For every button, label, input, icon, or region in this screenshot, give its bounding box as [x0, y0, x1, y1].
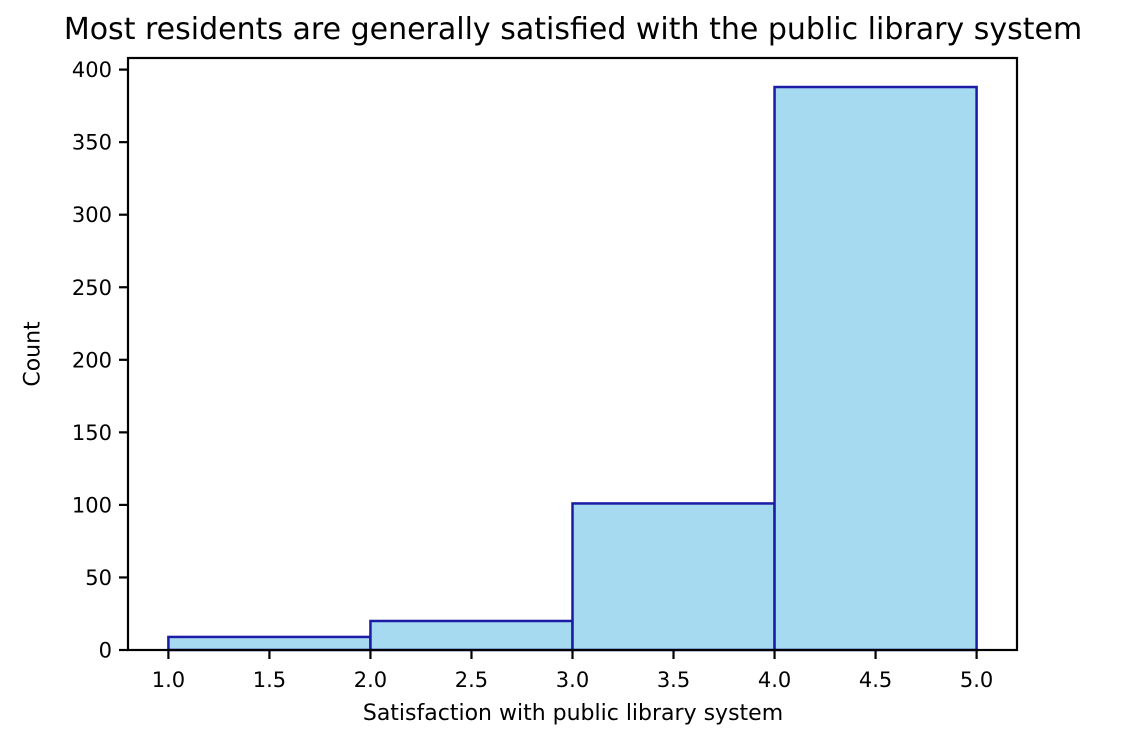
y-tick-label: 200: [72, 348, 112, 372]
histogram-bar-1: [167, 635, 372, 652]
x-tick-label: 2.0: [354, 668, 387, 692]
x-tick-label: 5.0: [960, 668, 993, 692]
x-tick-label: 3.5: [657, 668, 690, 692]
x-tick-label: 3.0: [556, 668, 589, 692]
histogram-bar-4: [773, 85, 978, 652]
x-tick-label: 1.0: [152, 668, 185, 692]
y-tick-label: 100: [72, 493, 112, 517]
y-tick-label: 50: [85, 566, 112, 590]
x-axis-label: Satisfaction with public library system: [362, 701, 784, 726]
x-tick-label: 2.5: [455, 668, 488, 692]
y-tick-label: 250: [72, 276, 112, 300]
histogram-bar-3: [571, 502, 776, 652]
x-tick-label: 1.5: [253, 668, 286, 692]
y-tick-label: 350: [72, 131, 112, 155]
chart-title: Most residents are generally satisfied w…: [63, 12, 1083, 47]
histogram-bar-2: [369, 619, 574, 652]
y-tick-label: 150: [72, 421, 112, 445]
x-tick-label: 4.5: [859, 668, 892, 692]
y-tick-label: 300: [72, 203, 112, 227]
x-tick-label: 4.0: [758, 668, 791, 692]
y-tick-label: 0: [99, 639, 112, 663]
y-tick-label: 400: [72, 58, 112, 82]
